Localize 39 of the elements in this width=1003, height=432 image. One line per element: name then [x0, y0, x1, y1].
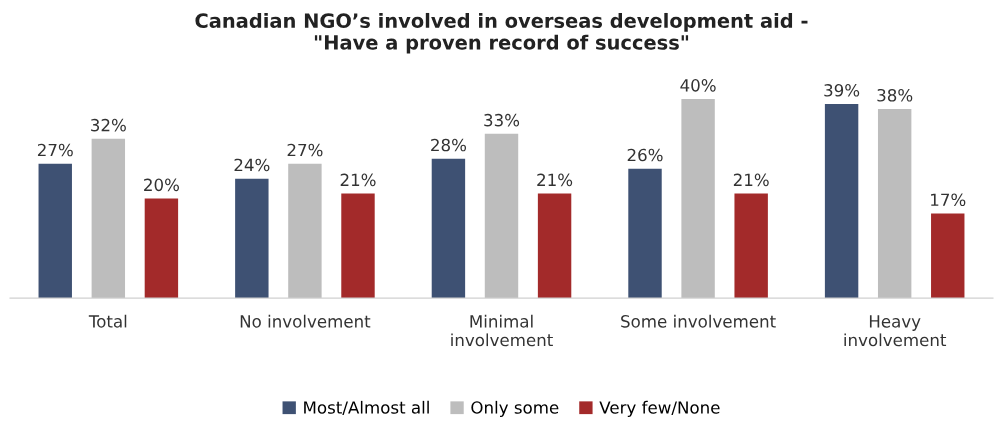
bar — [931, 213, 965, 299]
data-label: 27% — [37, 143, 73, 157]
bar — [235, 178, 269, 299]
data-label: 27% — [287, 143, 323, 157]
bar — [734, 193, 768, 299]
data-label: 24% — [234, 158, 270, 172]
data-label: 40% — [680, 79, 716, 92]
data-label: 17% — [931, 193, 966, 207]
x-tick-label: No involvement — [240, 314, 371, 328]
legend-label: Most/Almost all — [304, 400, 429, 416]
data-label: 20% — [144, 178, 179, 192]
data-label: 33% — [484, 113, 520, 127]
bar — [38, 163, 72, 299]
bar — [91, 138, 126, 299]
legend-label: Only some — [471, 400, 559, 417]
data-label: 39% — [824, 84, 860, 97]
bar — [484, 133, 519, 299]
x-tick-label: Minimal involvement — [451, 314, 553, 347]
data-label: 21% — [340, 173, 376, 187]
data-label: 28% — [431, 138, 467, 152]
bar — [144, 198, 179, 299]
bar — [877, 108, 912, 299]
bar — [681, 99, 715, 299]
bar — [537, 193, 572, 299]
legend-label: Very few/None — [599, 400, 720, 417]
bar — [431, 158, 466, 299]
bar — [341, 193, 375, 299]
data-label: 26% — [627, 148, 663, 162]
data-label: 21% — [733, 173, 769, 187]
chart-title: Canadian NGO’s involved in overseas development aid - "Have a proven record of success" — [195, 12, 808, 54]
bar — [824, 104, 859, 299]
x-tick-label: Some involvement — [621, 314, 776, 328]
x-tick-label: Total — [88, 314, 127, 328]
bar — [628, 168, 662, 299]
data-label: 38% — [877, 88, 913, 102]
data-label: 21% — [537, 173, 573, 187]
bar — [288, 163, 322, 299]
data-label: 32% — [91, 118, 126, 132]
x-tick-label: Heavy involvement — [844, 315, 947, 347]
